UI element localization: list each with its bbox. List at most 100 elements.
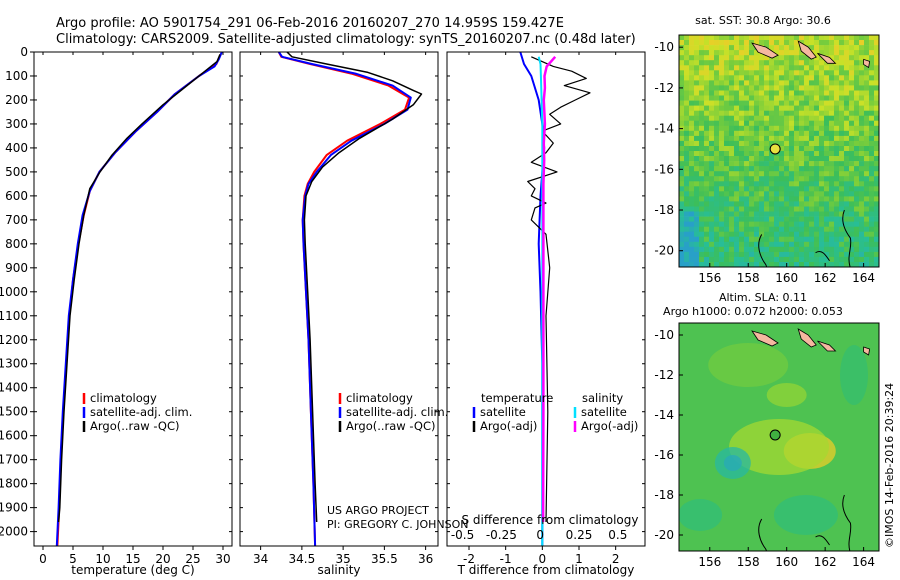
x-tick-label: 35: [335, 552, 350, 566]
header-line2: Climatology: CARS2009. Satellite-adjuste…: [56, 32, 636, 47]
x-tick-label: 2: [612, 552, 620, 566]
map-title-line1: sat. SST: 30.8 Argo: 30.6: [695, 14, 831, 27]
x-tick-label: 0: [39, 552, 47, 566]
x-tick-label-top: -0.25: [486, 528, 517, 542]
lon-tick-label: 162: [814, 555, 837, 569]
panel-frame: [239, 51, 439, 547]
header-line1: Argo profile: AO 5901754_291 06-Feb-2016…: [56, 16, 564, 31]
depth-tick-label: 700: [5, 213, 28, 227]
legend-label: satellite-adj. clim.: [90, 405, 192, 419]
anomaly-blob: [723, 455, 742, 471]
island-shape: [863, 58, 871, 69]
series-line-2: [527, 56, 591, 523]
reef-contour: [842, 494, 852, 551]
series-line-1: [277, 51, 411, 547]
depth-tick-label: 1400: [0, 381, 28, 395]
legend-difference-panel: temperaturesatelliteArgo(-adj)salinitysa…: [472, 391, 638, 433]
island-shape: [863, 346, 871, 356]
x-tick-label: 25: [185, 552, 200, 566]
depth-tick-label: 400: [5, 141, 28, 155]
lat-tick-label: -20: [654, 528, 674, 542]
lat-tick-label: -10: [654, 40, 674, 54]
reef-contour: [758, 234, 768, 267]
lat-tick-label: -14: [654, 408, 674, 422]
lat-tick-label: -18: [654, 203, 674, 217]
legend-title-salinity: salinity: [582, 391, 623, 405]
lon-tick-label: 160: [775, 555, 798, 569]
legend-label: Argo(..raw -QC): [346, 419, 436, 433]
x-tick-label: -2: [463, 552, 475, 566]
series-line-3: [286, 51, 423, 523]
lat-tick-label: -20: [654, 244, 674, 258]
x-tick-label-top: 0: [536, 528, 544, 542]
legend-title-temperature: temperature: [481, 391, 553, 405]
x-axis-label-top: S difference from climatology: [462, 513, 639, 527]
depth-tick-label: 1100: [0, 309, 28, 323]
series-line-2: [277, 51, 412, 547]
anomaly-blob: [708, 343, 789, 387]
x-axis-label: T difference from climatology: [457, 563, 635, 577]
depth-tick-label: 0: [20, 45, 28, 59]
x-tick-label-top: -0.5: [451, 528, 474, 542]
profile-panel-1: 0 5 10 15 20 25 30 temperature (deg C): [33, 51, 233, 577]
lon-tick-label: 156: [698, 555, 721, 569]
map-field: [679, 323, 879, 551]
x-tick-label: 36: [418, 552, 433, 566]
series-line-1: [519, 51, 546, 546]
island-shape: [797, 40, 817, 60]
x-tick-label: 5: [69, 552, 77, 566]
panel-frame: [446, 51, 646, 547]
x-axis-label: temperature (deg C): [71, 563, 194, 577]
legend-label: climatology: [90, 391, 157, 405]
legend-label: climatology: [346, 391, 413, 405]
lon-tick-label: 164: [852, 271, 875, 285]
pi-label: PI: GREGORY C. JOHNSON: [327, 518, 468, 531]
map-panel-1: -10 -12 -14 -16 -18 -20 156 158 160 162 164 sat. SS…: [654, 14, 880, 285]
legend-label: Argo(..raw -QC): [90, 419, 180, 433]
island-shape: [751, 330, 779, 347]
depth-tick-label: 200: [5, 93, 28, 107]
map-title-line2: Argo h1000: 0.072 h2000: 0.053: [663, 305, 843, 318]
lat-tick-label: -12: [654, 368, 674, 382]
profile-panel-2: 34 34.5 35 35.5 36 salinity: [239, 51, 439, 577]
anomaly-blob: [729, 419, 829, 475]
reef-contour: [815, 250, 830, 262]
profile-panels: 0100200300400500600700800900100011001200…: [0, 45, 646, 577]
lon-tick-label: 164: [852, 555, 875, 569]
map-frame: [678, 322, 880, 552]
legend-label: Argo(-adj): [480, 419, 537, 433]
x-tick-label-top: 0.5: [608, 528, 627, 542]
credit-label: ©IMOS 14-Feb-2016 20:39:24: [883, 383, 896, 548]
map-panels: -10 -12 -14 -16 -18 -20 156 158 160 162 164 sat. SS…: [654, 14, 880, 569]
legend-label: satellite: [581, 405, 627, 419]
depth-tick-label: 1600: [0, 429, 28, 443]
x-tick-label: -1: [500, 552, 512, 566]
x-tick-label: 30: [215, 552, 230, 566]
lat-tick-label: -16: [654, 162, 674, 176]
lat-tick-label: -18: [654, 488, 674, 502]
depth-tick-label: 100: [5, 69, 28, 83]
island-shape: [751, 42, 779, 59]
lon-tick-label: 162: [814, 271, 837, 285]
lon-tick-label: 160: [775, 271, 798, 285]
depth-tick-label: 2000: [0, 525, 28, 539]
x-tick-label: 34: [253, 552, 268, 566]
reef-contour: [842, 209, 852, 267]
x-tick-label: 1: [575, 552, 583, 566]
anomaly-blob: [679, 499, 723, 531]
depth-tick-label: 1500: [0, 405, 28, 419]
legend-label: satellite-adj. clim.: [346, 405, 448, 419]
island-shape: [797, 328, 817, 348]
lat-tick-label: -10: [654, 328, 674, 342]
map-frame: [678, 34, 880, 268]
lat-tick-label: -14: [654, 122, 674, 136]
profile-panel-3: -2 -1 0 1 2T difference from climatology: [446, 51, 646, 577]
panel-frame: [33, 51, 233, 547]
reef-contour: [815, 535, 830, 546]
x-tick-label: 0: [539, 552, 547, 566]
map-field: [679, 35, 879, 267]
anomaly-blob: [773, 495, 838, 535]
series-line-3: [57, 54, 221, 523]
